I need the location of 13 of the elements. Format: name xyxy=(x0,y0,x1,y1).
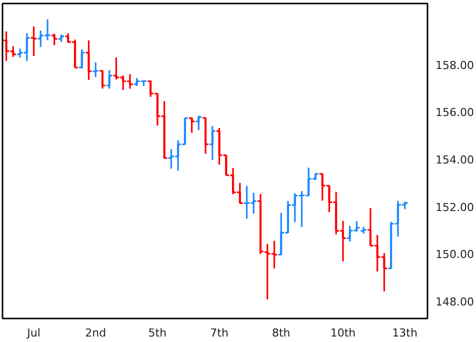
x-tick-label: 10th xyxy=(330,326,356,340)
y-tick-label: 154.00 xyxy=(436,153,474,166)
y-tick-label: 150.00 xyxy=(436,248,474,262)
x-tick-label: 2nd xyxy=(85,326,106,340)
x-tick-label: 5th xyxy=(148,326,167,340)
x-tick-label: 8th xyxy=(272,326,290,340)
y-tick-label: 156.00 xyxy=(436,106,474,120)
x-tick-label: Jul xyxy=(26,326,40,340)
y-tick-label: 148.00 xyxy=(436,295,474,308)
y-tick-label: 152.00 xyxy=(436,200,474,214)
x-tick-label: 13th xyxy=(392,326,418,340)
x-tick-label: 7th xyxy=(210,326,228,340)
y-tick-label: 158.00 xyxy=(436,58,474,72)
